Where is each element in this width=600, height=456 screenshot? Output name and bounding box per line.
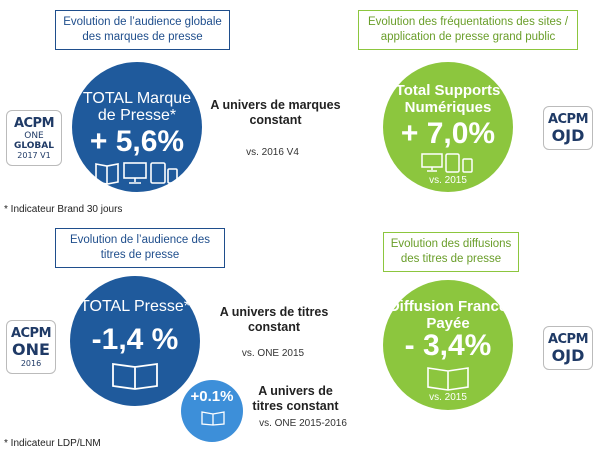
audience-brands-title-box: Evolution de l’audience globale des marq… bbox=[55, 10, 230, 50]
footnote-brand: * Indicateur Brand 30 jours bbox=[4, 204, 123, 215]
circulation-title: Evolution des diffusions des titres de p… bbox=[390, 238, 512, 265]
logo-acpm-text: ACPM bbox=[13, 116, 55, 131]
acpm-one-global-logo: ACPM ONE GLOBAL 2017 V1 bbox=[6, 110, 62, 166]
small-context: A univers de titres constant bbox=[252, 384, 339, 413]
total-press-circle: TOTAL Presse* -1,4 % bbox=[70, 276, 200, 406]
tablet-icon bbox=[150, 162, 166, 184]
circle-value: -1,4 % bbox=[91, 323, 179, 356]
footnote-ldp: * Indicateur LDP/LNM bbox=[4, 438, 101, 449]
circle-vs: vs. 2015 bbox=[429, 392, 467, 403]
logo-line3: 2017 V1 bbox=[17, 151, 51, 160]
logo-line2: GLOBAL bbox=[13, 141, 54, 151]
brands-context: A univers de marques constant bbox=[210, 98, 341, 127]
circle-value: + 7,0% bbox=[400, 117, 496, 150]
logo-line1: OJD bbox=[551, 346, 585, 365]
logo-line2: 2016 bbox=[20, 359, 42, 368]
acpm-one-logo: ACPM ONE 2016 bbox=[6, 320, 56, 374]
total-brands-circle: TOTAL Marque de Presse* + 5,6% bbox=[72, 62, 202, 192]
desktop-icon bbox=[123, 162, 147, 184]
phone-icon bbox=[462, 158, 473, 173]
paid-circulation-circle: Diffusion France Payée - 3,4% vs. 2015 bbox=[383, 280, 513, 410]
titles-vs: vs. ONE 2015 bbox=[241, 348, 305, 359]
small-vs: vs. ONE 2015-2016 bbox=[259, 418, 347, 429]
titles-audience-title: Evolution de l’audience des titres de pr… bbox=[69, 234, 211, 261]
tablet-icon bbox=[445, 153, 460, 173]
circle-title: TOTAL Marque de Presse* bbox=[82, 90, 192, 124]
book-icon bbox=[112, 362, 158, 390]
media-icons bbox=[95, 162, 178, 185]
acpm-ojd-logo: ACPM OJD bbox=[543, 106, 593, 150]
logo-line1: ONE bbox=[24, 131, 44, 141]
circle-title: Total Supports Numériques bbox=[395, 82, 501, 116]
logo-line1: ONE bbox=[12, 340, 50, 359]
acpm-ojd-logo-2: ACPM OJD bbox=[543, 326, 593, 370]
desktop-icon bbox=[421, 153, 443, 172]
logo-acpm-text: ACPM bbox=[547, 332, 589, 347]
total-digital-circle: Total Supports Numériques + 7,0% vs. 201… bbox=[383, 62, 513, 192]
digital-title-box: Evolution des fréquentations des sites /… bbox=[358, 10, 578, 50]
phone-icon bbox=[167, 168, 178, 184]
titles-audience-title-box: Evolution de l’audience des titres de pr… bbox=[55, 228, 225, 268]
logo-line1: OJD bbox=[551, 126, 585, 145]
digital-title: Evolution des fréquentations des sites /… bbox=[367, 16, 569, 43]
circle-value: - 3,4% bbox=[404, 329, 492, 362]
circle-title: TOTAL Presse* bbox=[80, 298, 190, 315]
logo-acpm-text: ACPM bbox=[10, 326, 52, 341]
book-icon bbox=[427, 367, 469, 391]
circle-value: + 5,6% bbox=[89, 125, 185, 158]
small-evolution-circle: +0.1% bbox=[181, 380, 243, 442]
book-icon bbox=[201, 411, 225, 426]
logo-acpm-text: ACPM bbox=[547, 112, 589, 127]
circulation-title-box: Evolution des diffusions des titres de p… bbox=[383, 232, 519, 272]
digital-icons bbox=[421, 153, 473, 173]
book-icon bbox=[95, 163, 119, 185]
brands-vs: vs. 2016 V4 bbox=[246, 147, 299, 158]
circle-vs: vs. 2015 bbox=[429, 175, 467, 186]
titles-context: A univers de titres constant bbox=[219, 305, 329, 334]
small-circle-value: +0.1% bbox=[190, 388, 234, 405]
circle-title: Diffusion France Payée bbox=[388, 298, 508, 332]
audience-brands-title: Evolution de l’audience globale des marq… bbox=[63, 16, 222, 43]
